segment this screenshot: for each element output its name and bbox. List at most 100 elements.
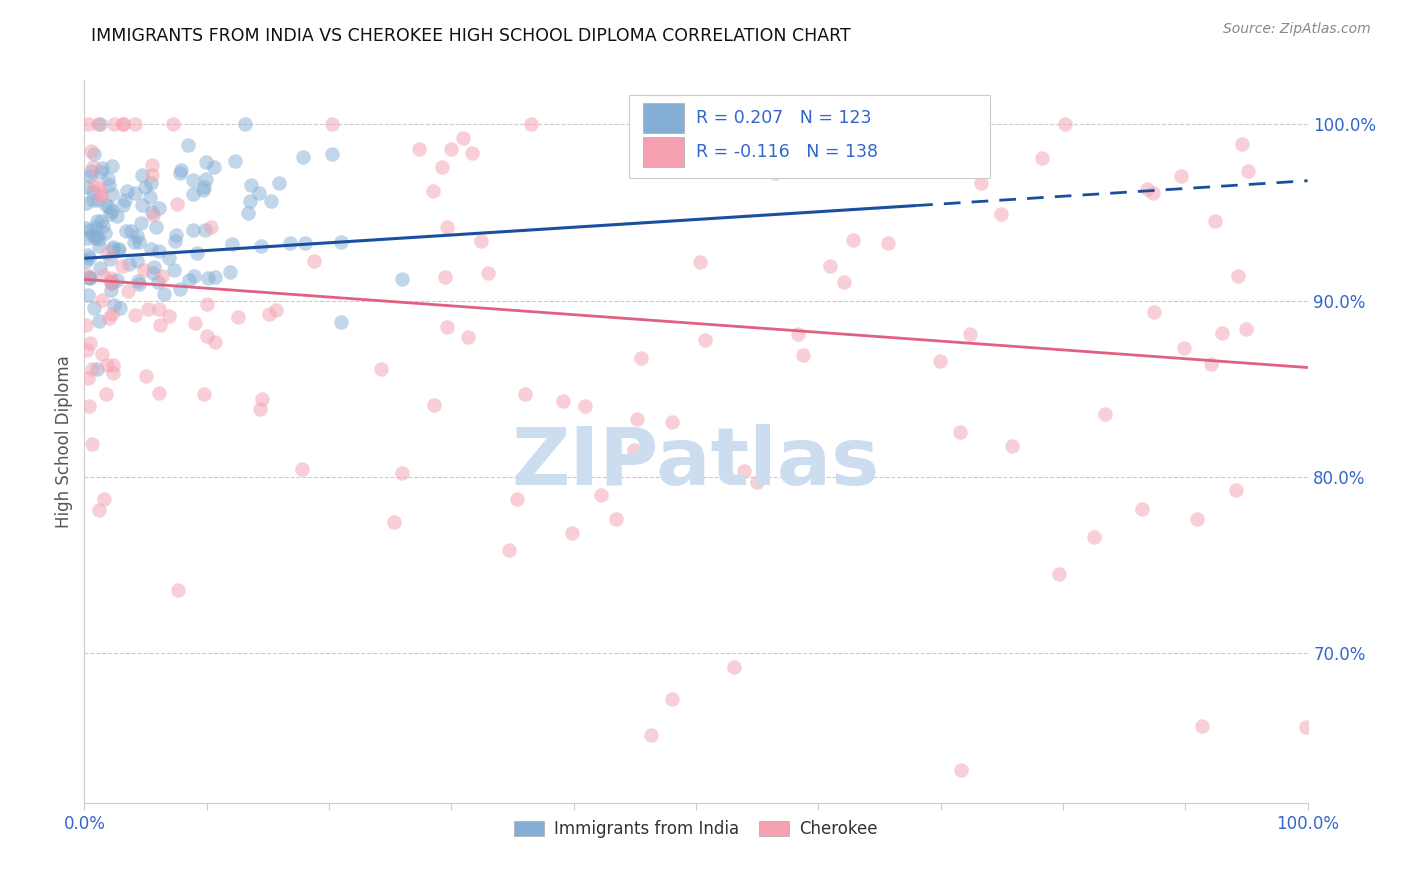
Point: [124, 117, 146, 131]
Point: [842, 233, 865, 247]
Point: [83, 301, 105, 315]
FancyBboxPatch shape: [644, 103, 683, 133]
Point: [990, 207, 1012, 221]
Point: [291, 150, 314, 164]
Point: [101, 159, 124, 173]
Point: [148, 301, 170, 316]
Point: [169, 166, 191, 180]
Point: [82, 161, 104, 175]
Point: [1130, 501, 1153, 516]
Point: [87, 117, 110, 131]
Point: [163, 235, 186, 249]
Point: [89, 117, 111, 131]
Point: [370, 362, 392, 376]
Point: [163, 263, 186, 277]
Point: [110, 301, 132, 315]
Point: [80, 164, 103, 178]
Point: [1191, 718, 1213, 732]
Point: [177, 138, 200, 153]
Point: [127, 228, 149, 243]
Point: [269, 177, 291, 191]
Point: [1199, 357, 1222, 371]
Point: [291, 462, 314, 476]
Point: [181, 223, 204, 237]
Point: [142, 260, 165, 274]
Point: [169, 282, 191, 296]
Point: [111, 259, 134, 273]
Point: [929, 354, 952, 368]
Point: [818, 259, 841, 273]
Point: [101, 307, 124, 321]
Point: [197, 271, 219, 285]
Point: [93, 219, 115, 234]
Point: [640, 728, 662, 742]
Point: [1237, 164, 1260, 178]
Point: [77, 251, 100, 265]
Point: [83, 178, 105, 192]
Point: [430, 160, 453, 174]
Point: [141, 176, 163, 190]
Point: [79, 271, 101, 285]
Point: [103, 297, 125, 311]
Point: [626, 412, 648, 426]
Point: [93, 491, 115, 506]
Text: IMMIGRANTS FROM INDIA VS CHEROKEE HIGH SCHOOL DIPLOMA CORRELATION CHART: IMMIGRANTS FROM INDIA VS CHEROKEE HIGH S…: [91, 27, 851, 45]
Point: [733, 464, 755, 478]
Point: [959, 326, 981, 341]
Point: [100, 274, 122, 288]
Point: [391, 272, 413, 286]
Point: [800, 157, 823, 171]
Point: [90, 161, 112, 176]
Point: [515, 387, 537, 401]
Point: [506, 491, 529, 506]
Point: [321, 117, 343, 131]
Point: [440, 142, 463, 156]
Point: [107, 243, 129, 257]
Point: [76, 371, 98, 385]
Point: [239, 178, 262, 193]
Point: [294, 235, 316, 250]
Point: [100, 283, 122, 297]
Point: [141, 242, 163, 256]
Point: [118, 257, 141, 271]
Point: [89, 189, 111, 203]
Point: [157, 309, 180, 323]
Point: [76, 343, 98, 357]
Point: [82, 185, 104, 199]
Point: [134, 263, 156, 277]
Point: [103, 117, 125, 131]
Point: [94, 387, 117, 401]
Point: [257, 307, 280, 321]
Point: [101, 366, 124, 380]
Point: [79, 271, 101, 285]
Point: [89, 313, 111, 327]
Point: [89, 503, 111, 517]
FancyBboxPatch shape: [628, 95, 990, 178]
Point: [204, 335, 226, 350]
Point: [135, 368, 157, 383]
Point: [86, 214, 108, 228]
FancyBboxPatch shape: [644, 136, 683, 167]
Point: [1031, 151, 1053, 165]
Point: [100, 271, 122, 285]
Point: [247, 186, 270, 200]
Point: [120, 224, 142, 238]
Y-axis label: High School Diploma: High School Diploma: [55, 355, 73, 528]
Point: [219, 265, 242, 279]
Point: [149, 318, 172, 332]
Point: [202, 160, 225, 174]
Point: [194, 155, 217, 169]
Point: [181, 173, 204, 187]
Point: [148, 201, 170, 215]
Point: [103, 242, 125, 256]
Point: [90, 214, 112, 228]
Point: [1142, 186, 1164, 200]
Point: [76, 288, 98, 302]
Point: [436, 219, 458, 234]
Point: [80, 362, 103, 376]
Point: [100, 203, 122, 218]
Point: [470, 235, 492, 249]
Point: [89, 260, 111, 275]
Point: [115, 184, 138, 198]
Point: [112, 117, 135, 131]
